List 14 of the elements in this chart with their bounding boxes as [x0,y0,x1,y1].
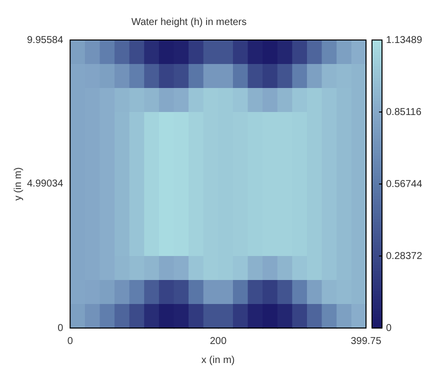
color-bar-label: 0 [386,322,392,334]
color-bar-label: 0.28372 [386,250,423,262]
x-tick-label: 200 [210,336,227,347]
y-tick-label: 4.99034 [26,178,64,190]
color-bar-label: 0.56744 [386,178,423,190]
x-tick-label: 0 [67,336,74,347]
y-axis-title: y (in m) [12,167,24,201]
y-tick-label: 9.95584 [26,34,64,46]
color-bar-label: 0.85116 [386,106,422,118]
y-tick-label: 0 [58,322,64,334]
color-bar-label: 1.13489 [386,34,423,46]
x-tick-label: 399.75 [350,336,382,347]
chart-title: Water height (h) in meters [131,16,247,28]
x-axis-title: x (in m) [201,354,235,366]
